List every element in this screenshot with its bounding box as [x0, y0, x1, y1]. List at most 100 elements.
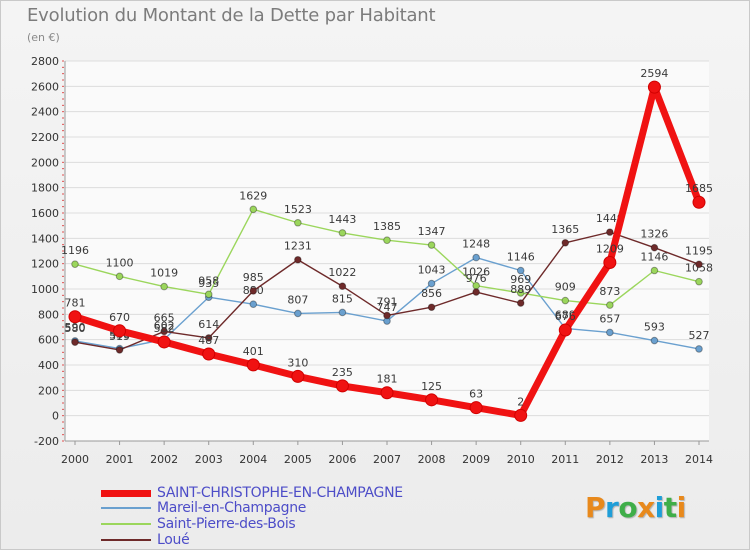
x-tick-label: 2003: [195, 453, 223, 466]
data-label: 487: [198, 334, 219, 347]
legend-item-saint-pierre[interactable]: Saint-Pierre-des-Bois: [101, 516, 296, 532]
data-point: [695, 260, 703, 269]
data-point: [338, 229, 347, 237]
data-point: [68, 310, 82, 324]
data-label: 580: [65, 322, 86, 335]
data-point: [291, 369, 305, 383]
data-point: [338, 308, 347, 317]
y-tick-label: 400: [38, 359, 59, 372]
data-label: 856: [421, 287, 442, 300]
data-label: 1209: [596, 243, 624, 256]
y-tick-label: 800: [38, 308, 59, 321]
data-point: [160, 327, 168, 336]
data-label: 1347: [418, 225, 446, 238]
data-point: [383, 311, 391, 320]
legend-label-loue: Loué: [157, 532, 190, 548]
data-point: [335, 379, 349, 393]
data-point: [650, 266, 659, 275]
x-tick-label: 2005: [284, 453, 312, 466]
data-label: 1248: [462, 238, 490, 251]
proxiti-logo: Proxiti: [585, 491, 686, 524]
data-label: 791: [377, 295, 398, 308]
legend-item-loue[interactable]: Loué: [101, 532, 190, 548]
data-point: [514, 408, 528, 422]
data-label: 985: [243, 271, 264, 284]
data-label: 1022: [328, 266, 356, 279]
data-label: 1026: [462, 266, 490, 279]
x-tick-label: 2006: [328, 453, 356, 466]
y-tick-label: 1800: [31, 182, 59, 195]
data-point: [157, 335, 171, 349]
data-point: [204, 290, 213, 299]
data-point: [427, 279, 436, 288]
y-tick-label: 2600: [31, 80, 59, 93]
data-point: [472, 288, 480, 296]
data-label: 976: [466, 272, 487, 285]
legend-label-saint-pierre: Saint-Pierre-des-Bois: [157, 516, 296, 532]
data-label: 1195: [685, 244, 713, 257]
data-label: 602: [154, 319, 175, 332]
data-point: [71, 338, 79, 347]
legend-label-mareil: Mareil-en-Champagne: [157, 500, 307, 516]
data-point: [380, 386, 394, 400]
data-point: [472, 253, 480, 262]
data-point: [606, 228, 614, 236]
unit-label: (en €): [27, 31, 60, 44]
data-label: 747: [377, 301, 398, 314]
y-tick-label: 600: [38, 334, 59, 347]
data-point: [516, 266, 525, 275]
data-point: [338, 282, 347, 291]
y-tick-label: 1200: [31, 258, 59, 271]
data-point: [115, 346, 124, 354]
data-label: 1058: [685, 262, 713, 275]
data-point: [294, 255, 302, 264]
data-label: 125: [421, 380, 442, 393]
data-label: 1365: [551, 223, 579, 236]
data-point: [294, 218, 302, 227]
data-label: 781: [65, 297, 86, 310]
data-point: [647, 80, 661, 94]
data-point: [650, 243, 659, 252]
data-point: [113, 324, 127, 338]
data-point: [249, 287, 258, 295]
y-tick-label: 2000: [31, 156, 59, 169]
y-tick-label: 1400: [31, 232, 59, 245]
data-label: 527: [689, 329, 710, 342]
data-point: [425, 393, 439, 407]
data-label: 614: [198, 318, 219, 331]
data-label: 889: [510, 283, 531, 296]
data-label: 909: [555, 281, 576, 294]
data-point: [249, 300, 258, 309]
data-point: [606, 328, 614, 337]
y-tick-label: 2200: [31, 131, 59, 144]
data-label: 590: [65, 321, 86, 334]
data-label: 873: [599, 285, 620, 298]
data-point: [561, 296, 570, 305]
data-point: [469, 401, 483, 415]
x-tick-label: 2010: [507, 453, 535, 466]
data-label: 1019: [150, 267, 178, 280]
legend-item-saint-christophe[interactable]: SAINT-CHRISTOPHE-EN-CHAMPAGNE: [101, 485, 403, 501]
data-label: 593: [644, 321, 665, 334]
x-tick-label: 2007: [373, 453, 401, 466]
data-point: [516, 289, 525, 297]
y-tick-label: 200: [38, 384, 59, 397]
legend-label-saint-christophe: SAINT-CHRISTOPHE-EN-CHAMPAGNE: [157, 485, 403, 501]
y-tick-label: 2400: [31, 106, 59, 119]
data-point: [561, 238, 570, 247]
data-point: [71, 260, 79, 268]
data-label: 1443: [328, 213, 356, 226]
y-tick-label: 1000: [31, 283, 59, 296]
data-label: 1629: [239, 189, 267, 202]
data-label: 2594: [640, 67, 668, 80]
data-label: 665: [154, 311, 175, 324]
data-label: 1100: [106, 256, 134, 269]
data-label: 63: [469, 388, 483, 401]
data-point: [249, 205, 258, 214]
x-tick-label: 2008: [418, 453, 446, 466]
data-label: 807: [287, 293, 308, 306]
data-label: 969: [510, 273, 531, 286]
legend-item-mareil[interactable]: Mareil-en-Champagne: [101, 500, 306, 516]
data-label: 670: [109, 311, 130, 324]
